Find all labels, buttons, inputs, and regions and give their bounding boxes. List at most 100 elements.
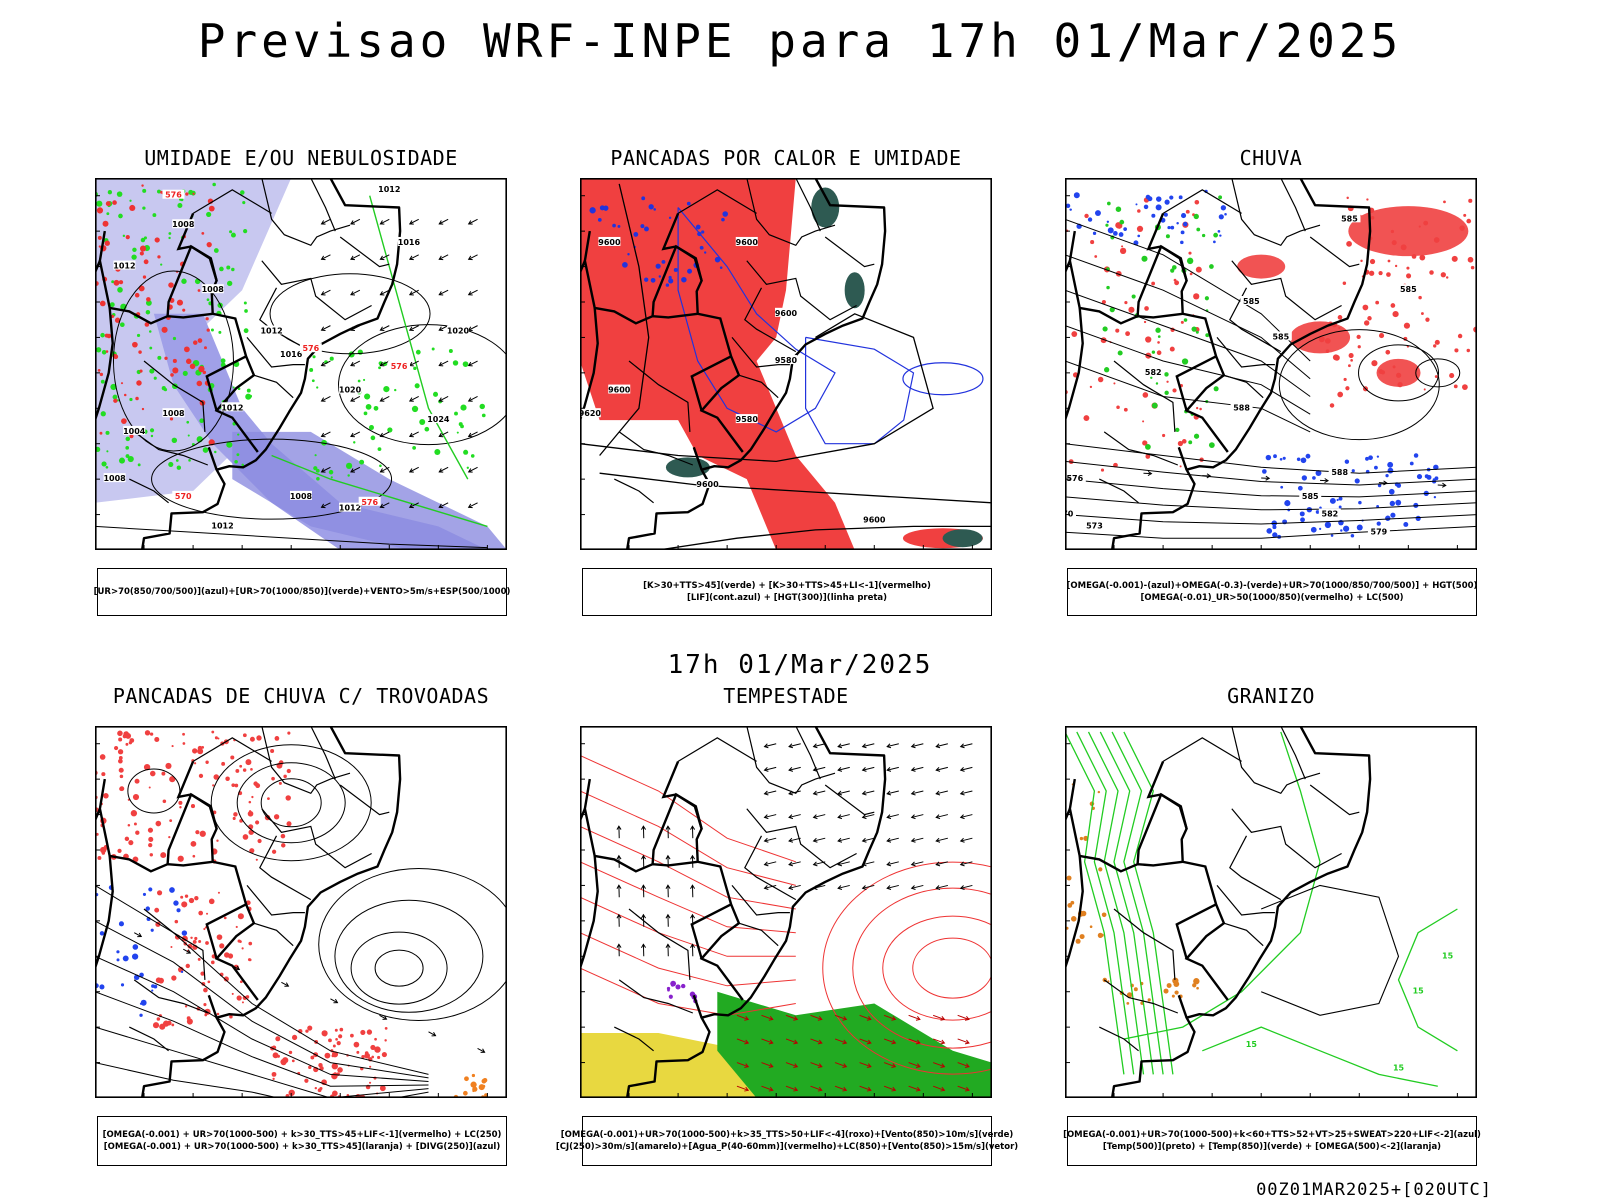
omega-blue-speck bbox=[1180, 240, 1184, 245]
rain-red-speck bbox=[1169, 346, 1175, 352]
rain-red-speck bbox=[1462, 384, 1468, 391]
storm-red-speck bbox=[129, 738, 135, 743]
wind-vector-head bbox=[320, 291, 326, 296]
state-border bbox=[253, 374, 294, 399]
temp850-contour bbox=[1111, 731, 1164, 1075]
rain-red-speck bbox=[1121, 245, 1124, 248]
rain-red-speck bbox=[1123, 407, 1128, 412]
rain-red-speck bbox=[1390, 229, 1395, 234]
country-border bbox=[1177, 446, 1188, 471]
storm-red-speck bbox=[184, 1005, 188, 1008]
rain-red-speck bbox=[1394, 264, 1398, 268]
wind-vector bbox=[785, 1014, 798, 1020]
contour-label-bg bbox=[598, 236, 621, 246]
contour-label-bg bbox=[113, 260, 136, 270]
omega-green-speck bbox=[1188, 440, 1193, 445]
wind-vector bbox=[380, 254, 390, 260]
rh-green-speck bbox=[368, 425, 374, 431]
rain-red-speck bbox=[1386, 272, 1391, 277]
wind-vector-head bbox=[891, 1016, 897, 1021]
omega-green-speck bbox=[1165, 234, 1170, 239]
wind-vector-head bbox=[665, 854, 671, 860]
contour-label-bg bbox=[735, 414, 758, 424]
omega-blue-speck bbox=[1065, 203, 1071, 209]
rain-red-speck bbox=[1137, 209, 1141, 213]
wind-vector bbox=[862, 790, 875, 795]
state-border bbox=[1231, 260, 1342, 321]
storm-red-speck bbox=[248, 941, 253, 946]
wind-vector-head bbox=[1441, 482, 1447, 488]
wind-vector-head bbox=[935, 837, 941, 843]
wind-vector bbox=[281, 981, 289, 987]
wind-vector-head bbox=[935, 743, 941, 749]
wind-vector bbox=[439, 218, 449, 225]
divergence-blue-speck bbox=[181, 930, 188, 936]
thickness-red-speck bbox=[192, 192, 195, 195]
storm-orange-speck bbox=[463, 1090, 468, 1096]
lc850-contour bbox=[912, 937, 992, 999]
wind-vector bbox=[321, 254, 331, 260]
rh-green-speck bbox=[463, 449, 469, 455]
thickness-red-speck bbox=[99, 300, 106, 307]
omega-orange-speck bbox=[1098, 867, 1103, 872]
thickness-red-speck bbox=[189, 363, 196, 370]
rain-red-speck bbox=[1115, 222, 1122, 229]
wind-vector-head bbox=[910, 767, 916, 772]
omega-green-speck bbox=[1119, 219, 1125, 225]
storm-orange-speck bbox=[482, 1078, 488, 1083]
storm-orange-speck bbox=[482, 1084, 486, 1088]
rain-red-speck bbox=[1362, 304, 1369, 311]
omega-blue-speck bbox=[1409, 461, 1414, 466]
rain-red-speck bbox=[1425, 317, 1430, 322]
omega-blue-speck bbox=[1365, 456, 1369, 461]
wind-vector bbox=[908, 1085, 921, 1091]
wind-vector bbox=[321, 289, 331, 296]
rh-green-speck bbox=[142, 206, 146, 210]
rh-green-speck bbox=[249, 394, 253, 398]
streamline bbox=[318, 867, 507, 1021]
wind-vector bbox=[810, 1062, 822, 1068]
storm-red-speck bbox=[361, 1055, 365, 1059]
wind-vector-head bbox=[866, 1039, 872, 1045]
legend-line: [OMEGA(-0.01)_UR>50(1000/850)(vermelho) … bbox=[1140, 593, 1404, 603]
storm-red-speck bbox=[192, 748, 198, 754]
wind-vector bbox=[350, 431, 361, 437]
divergence-blue-speck bbox=[99, 984, 105, 990]
rh-green-speck bbox=[149, 346, 153, 350]
thickness-red-speck bbox=[176, 299, 184, 306]
storm-red-speck bbox=[224, 952, 230, 958]
omega-blue-speck bbox=[1282, 456, 1286, 460]
storm-red-speck bbox=[381, 1052, 387, 1058]
omega-blue-speck bbox=[1094, 210, 1101, 217]
thickness-red-speck bbox=[205, 317, 209, 321]
wind-vector-head bbox=[842, 1016, 848, 1021]
wind-vector bbox=[960, 743, 973, 748]
lifted-index-blue bbox=[668, 278, 674, 284]
storm-red-speck bbox=[117, 749, 124, 755]
rh-green-speck bbox=[240, 190, 245, 195]
omega-blue-speck bbox=[1403, 521, 1409, 527]
storm-red-speck bbox=[188, 897, 195, 904]
wind-vector-head bbox=[891, 1039, 897, 1045]
coastline bbox=[580, 178, 887, 550]
wind-vector-head bbox=[408, 397, 414, 402]
omega-green-speck bbox=[1186, 257, 1194, 265]
thickness-red-speck bbox=[160, 190, 163, 194]
state-border bbox=[746, 808, 857, 869]
rain-red-speck bbox=[1337, 315, 1343, 320]
storm-red-speck bbox=[231, 783, 236, 788]
state-border bbox=[618, 431, 694, 466]
contour-label-bg bbox=[260, 325, 283, 335]
storm-red-speck bbox=[242, 995, 247, 1000]
rain-red-speck bbox=[1459, 225, 1465, 231]
contour-label: 576 bbox=[1066, 474, 1083, 483]
rain-red-area bbox=[1348, 206, 1469, 257]
rh-green-speck bbox=[227, 280, 233, 287]
storm-red-speck bbox=[203, 987, 208, 993]
omega-green-speck bbox=[1218, 195, 1223, 200]
wind-vector bbox=[409, 502, 419, 508]
rh-green-speck bbox=[100, 332, 105, 338]
wind-vector-head bbox=[690, 943, 696, 949]
wind-vector bbox=[862, 884, 875, 889]
rh-green-speck bbox=[243, 301, 247, 305]
